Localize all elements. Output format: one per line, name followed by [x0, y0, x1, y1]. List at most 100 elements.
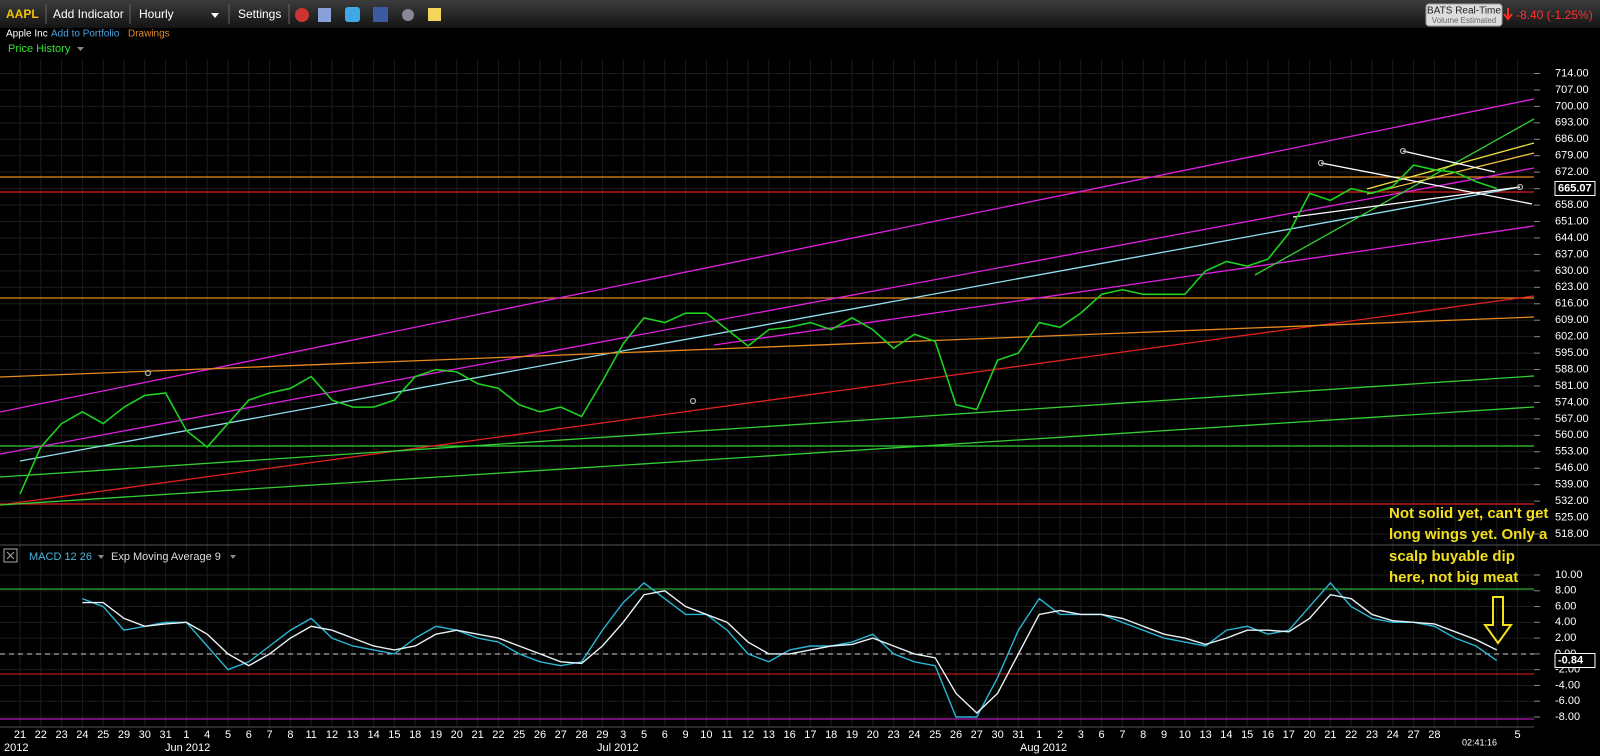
x-tick-label: 28 [575, 729, 587, 741]
share-icon[interactable] [402, 9, 414, 21]
y-tick-label: 560.00 [1555, 429, 1589, 441]
x-tick-label: 17 [1283, 729, 1295, 741]
print-icon[interactable] [318, 8, 331, 22]
month-label: Aug 2012 [1020, 742, 1067, 754]
x-tick-label: 21 [1324, 729, 1336, 741]
annotation-line: scalp buyable dip [1389, 548, 1515, 565]
trendline [1320, 162, 1533, 205]
x-tick-label: 3 [620, 729, 626, 741]
trendline [0, 316, 1535, 378]
x-tick-label: 31 [1012, 729, 1024, 741]
x-tick-label: 12 [742, 729, 754, 741]
add-indicator[interactable]: Add Indicator [53, 7, 124, 21]
trendline [1366, 152, 1535, 195]
note-icon[interactable] [428, 8, 441, 21]
last-value-label: 665.07 [1558, 182, 1592, 194]
facebook-icon[interactable] [373, 7, 388, 22]
trendline [1366, 142, 1535, 190]
x-tick-label: 13 [1199, 729, 1211, 741]
x-tick-label: 18 [825, 729, 837, 741]
panel-title[interactable]: Price History [8, 43, 71, 55]
x-tick-label: 11 [721, 729, 732, 741]
x-tick-label: 7 [267, 729, 273, 741]
x-tick-label: 24 [1387, 729, 1399, 741]
close-box[interactable] [3, 548, 18, 563]
grid [0, 60, 1534, 727]
y-tick-label: 6.00 [1555, 600, 1576, 612]
y-tick-label: 630.00 [1555, 265, 1589, 277]
y-tick-label: 567.00 [1555, 413, 1589, 425]
trendline [1292, 186, 1521, 218]
x-tick-label: 1 [1036, 729, 1042, 741]
legend-arrow[interactable] [230, 555, 236, 559]
x-tick-label: 14 [1220, 729, 1232, 741]
y-tick-label: 609.00 [1555, 314, 1589, 326]
x-tick-label: 24 [908, 729, 920, 741]
y-tick-label: 525.00 [1555, 511, 1589, 523]
y-tick-label: 553.00 [1555, 446, 1589, 458]
drawings[interactable]: Drawings [128, 29, 170, 40]
dropdown-arrow[interactable] [211, 13, 219, 18]
x-tick-label: 16 [1262, 729, 1274, 741]
y-tick-label: 623.00 [1555, 281, 1589, 293]
company: Apple Inc [6, 29, 48, 40]
x-tick-label: 20 [867, 729, 879, 741]
feed: BATS Real-Time [1427, 6, 1501, 17]
trendline [0, 98, 1535, 413]
add-portfolio[interactable]: Add to Portfolio [51, 29, 120, 40]
x-tick-label: 25 [513, 729, 525, 741]
y-tick-label: 8.00 [1555, 585, 1576, 597]
x-tick-label: 29 [596, 729, 608, 741]
anchor [144, 369, 152, 377]
symbol[interactable]: AAPL [6, 7, 39, 21]
x-tick-label: 15 [388, 729, 400, 741]
y-tick-label: 679.00 [1555, 150, 1589, 162]
trendline [0, 167, 1535, 455]
clock: 02:41:16 [1462, 737, 1497, 747]
legend-arrow[interactable] [98, 555, 104, 559]
settings[interactable]: Settings [238, 7, 281, 21]
price-line [19, 164, 1498, 495]
x-tick-label: 22 [1345, 729, 1357, 741]
x-tick-label: 27 [555, 729, 567, 741]
y-tick-label: 602.00 [1555, 331, 1589, 343]
x-tick-label: 21 [14, 729, 26, 741]
x-tick-label: 28 [1428, 729, 1440, 741]
change: -8.40 (-1.25%) [1516, 8, 1593, 22]
annotation-line: here, not big meat [1389, 569, 1518, 586]
x-tick-label: 5 [641, 729, 647, 741]
feed-note: Volume Estimated [1432, 16, 1496, 25]
x-tick-label: 27 [971, 729, 983, 741]
annotation-line: long wings yet. Only a [1389, 526, 1548, 543]
interval[interactable]: Hourly [139, 7, 174, 21]
ema-legend[interactable]: Exp Moving Average 9 [111, 551, 221, 563]
y-tick-label: -8.00 [1555, 711, 1580, 723]
down-arrow [1503, 8, 1513, 21]
panel-arrow[interactable] [77, 47, 84, 51]
x-tick-label: 6 [246, 729, 252, 741]
macd-legend[interactable]: MACD 12 26 [29, 551, 92, 563]
x-tick-label: 12 [326, 729, 338, 741]
trendline [0, 295, 1535, 506]
x-tick-label: 21 [471, 729, 483, 741]
macd-line [82, 581, 1498, 718]
trendline [19, 186, 1521, 462]
x-tick-label: 19 [430, 729, 442, 741]
y-tick-label: 595.00 [1555, 347, 1589, 359]
trendline [713, 225, 1535, 346]
y-tick-label: 4.00 [1555, 616, 1576, 628]
x-tick-label: 16 [783, 729, 795, 741]
y-tick-label: 644.00 [1555, 232, 1589, 244]
x-tick-label: 8 [287, 729, 293, 741]
x-tick-label: 1 [183, 729, 189, 741]
trendline [1254, 118, 1535, 276]
x-tick-label: 3 [1078, 729, 1084, 741]
x-tick-label: 26 [534, 729, 546, 741]
close-x[interactable] [6, 551, 15, 560]
alarm-icon[interactable] [295, 8, 309, 22]
twitter-icon[interactable] [345, 7, 360, 22]
x-tick-label: 30 [139, 729, 151, 741]
x-tick-label: 6 [662, 729, 668, 741]
